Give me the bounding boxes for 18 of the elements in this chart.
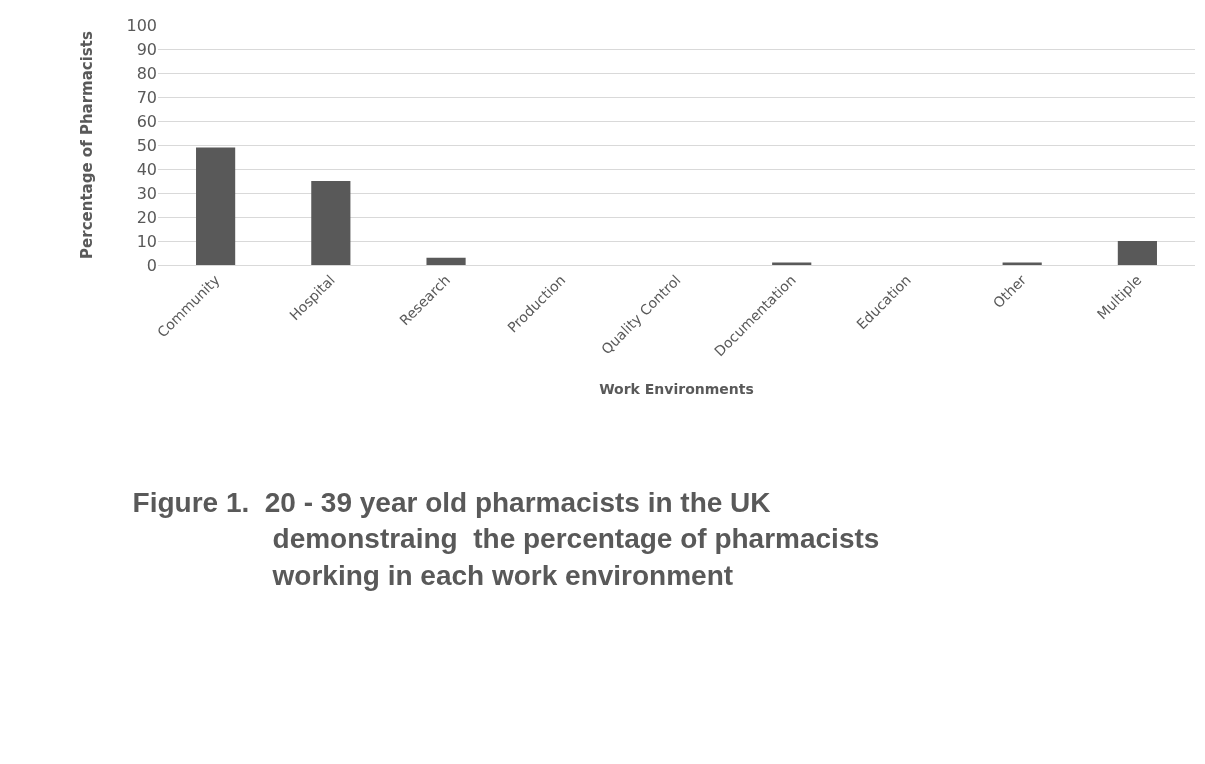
x-axis-title: Work Environments [599, 380, 754, 397]
y-axis-title: Percentage of Pharmacists [77, 31, 96, 259]
y-tick-label: 90 [136, 39, 157, 59]
bar [1117, 241, 1157, 265]
bar [196, 147, 236, 265]
y-tick-label: 0 [146, 255, 157, 275]
text: Figure 1. 20 - 39 year old pharmacists in the UK demonstraing the percentage of pharmacists working in each work environment [132, 486, 880, 591]
y-tick-label: 70 [136, 87, 157, 107]
y-tick-label: 40 [136, 159, 157, 179]
bar [426, 257, 466, 265]
y-tick-label: 20 [136, 207, 157, 227]
y-tick-label: 80 [136, 63, 157, 83]
y-tick-label: 100 [126, 15, 157, 35]
y-tick-label: 50 [136, 135, 157, 155]
y-tick-label: 30 [136, 183, 157, 203]
y-tick-label: 60 [136, 111, 157, 131]
y-tick-label: 10 [136, 231, 157, 251]
bar [311, 181, 351, 265]
